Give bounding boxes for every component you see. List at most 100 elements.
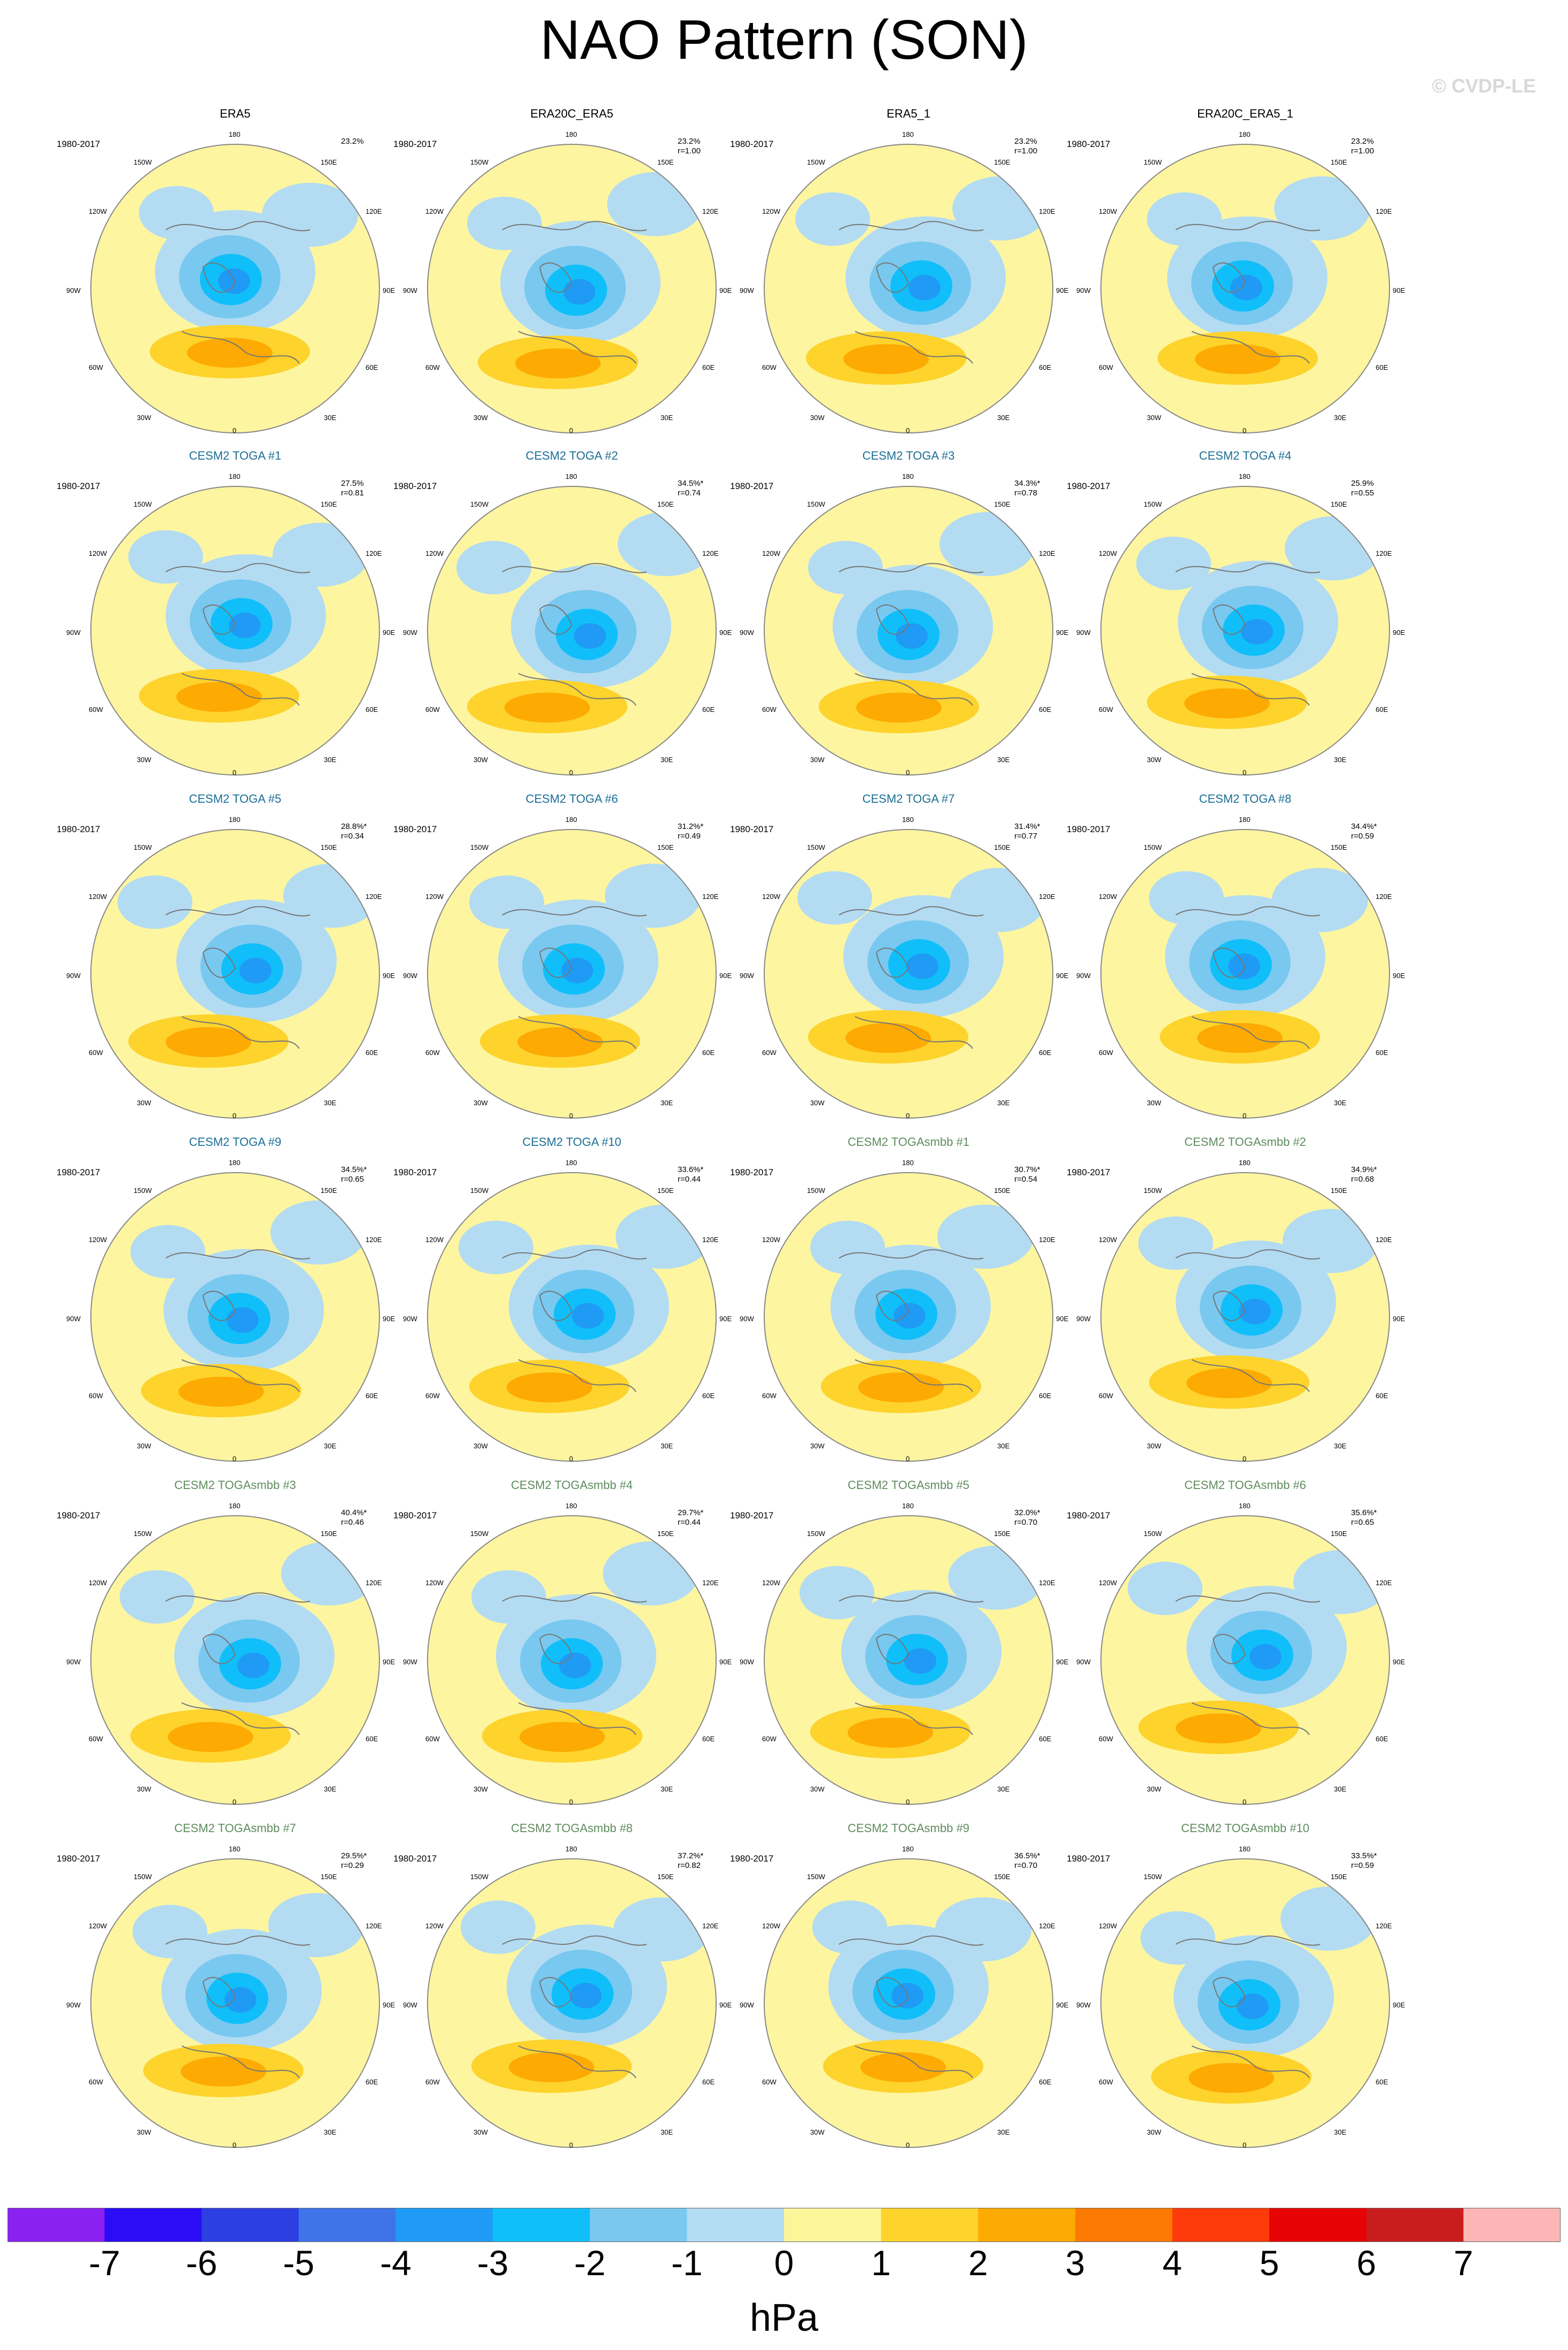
longitude-label: 150E [321, 1186, 337, 1195]
longitude-label: 60E [1376, 2078, 1388, 2086]
variance-explained: 33.5%* [1351, 1851, 1377, 1860]
longitude-label: 90W [1076, 2001, 1091, 2009]
longitude-label: 150E [1331, 1530, 1347, 1538]
map-panel: CESM2 TOGAsmbb #2 1980-2017 34.9%* r=0.68 18… [1053, 1135, 1438, 1467]
variance-explained: 27.5% [341, 479, 364, 488]
longitude-label: 90W [403, 629, 417, 637]
map-panel: CESM2 TOGAsmbb #3 1980-2017 40.4%* r=0.46 18… [43, 1478, 428, 1810]
longitude-label: 90E [719, 629, 732, 637]
longitude-label: 90W [403, 2001, 417, 2009]
longitude-label: 30E [997, 1099, 1010, 1107]
panel-years: 1980-2017 [1067, 139, 1111, 149]
longitude-label: 180 [565, 1845, 577, 1853]
contour-fill [471, 1570, 546, 1624]
contour-fill [1239, 1299, 1271, 1324]
longitude-label: 30W [1147, 1442, 1161, 1450]
coastline [165, 906, 311, 1049]
longitude-label: 90E [719, 1658, 732, 1666]
longitude-label: 30E [324, 1099, 337, 1107]
variance-explained: 30.7%* [1014, 1165, 1041, 1174]
map-border [90, 829, 380, 1119]
longitude-label: 150W [1144, 1186, 1162, 1195]
colorbar-segment [1172, 2208, 1270, 2242]
contour-fill [1283, 1209, 1379, 1273]
longitude-label: 150W [1144, 500, 1162, 508]
panel-years: 1980-2017 [1067, 481, 1111, 491]
longitude-label: 120E [702, 893, 719, 901]
map-panel: CESM2 TOGA #8 1980-2017 34.4%* r=0.59 180 0 90… [1053, 792, 1438, 1123]
contour-fill [1237, 1994, 1269, 2019]
colorbar-tick-label: 1 [871, 2243, 891, 2283]
panel-stats: 35.6%* r=0.65 [1351, 1508, 1377, 1527]
contour-fill [570, 1983, 602, 2008]
contour-fill [909, 275, 941, 300]
contour-fill [120, 1570, 195, 1624]
longitude-label: 90E [383, 286, 395, 294]
panel-stats: 34.4%* r=0.59 [1351, 822, 1377, 841]
longitude-label: 90W [403, 1658, 417, 1666]
longitude-label: 0 [569, 426, 573, 435]
longitude-label: 150W [470, 500, 488, 508]
longitude-label: 60W [1099, 1049, 1113, 1057]
colorbar-segment [104, 2208, 202, 2242]
longitude-label: 60E [1039, 1392, 1052, 1400]
panel-years: 1980-2017 [1067, 824, 1111, 834]
colorbar-tick-label: 4 [1162, 2243, 1182, 2283]
panel-stats: 37.2%* r=0.82 [678, 1851, 703, 1871]
longitude-label: 150E [657, 500, 674, 508]
panel-years: 1980-2017 [1067, 1167, 1111, 1177]
pattern-correlation: r=0.81 [341, 488, 364, 498]
longitude-label: 0 [906, 1455, 910, 1463]
contour-fill [1149, 871, 1224, 925]
longitude-label: 180 [1239, 1159, 1251, 1167]
panel-stats: 30.7%* r=0.54 [1014, 1165, 1040, 1184]
panel-stats: 23.2% r=1.00 [678, 137, 701, 156]
longitude-label: 120W [425, 893, 444, 901]
longitude-label: 120W [1099, 1922, 1117, 1930]
coastline [839, 1249, 984, 1392]
map-panel: CESM2 TOGAsmbb #9 1980-2017 36.5%* r=0.70 18… [716, 1821, 1101, 2153]
colorbar-segment [1269, 2208, 1367, 2242]
pattern-correlation: r=0.34 [341, 832, 364, 841]
longitude-label: 30W [473, 1785, 488, 1793]
colorbar-tick-label: -1 [671, 2243, 703, 2283]
longitude-label: 60E [1376, 1735, 1388, 1743]
contour-fill [843, 344, 929, 374]
panel-title: ERA5_1 [887, 107, 930, 120]
map-panel: ERA5_1 1980-2017 23.2% r=1.00 180 0 90E 90W 150W… [716, 107, 1101, 438]
longitude-label: 60W [1099, 1735, 1113, 1743]
contour-fill [605, 864, 701, 928]
longitude-label: 120W [425, 549, 444, 557]
variance-explained: 31.4%* [1014, 822, 1041, 831]
colorbar-segment [201, 2208, 299, 2242]
panel-years: 1980-2017 [57, 1510, 100, 1521]
longitude-label: 150E [657, 1873, 674, 1881]
contour-fill [1140, 1911, 1215, 1965]
contour-fill [808, 541, 883, 594]
contour-fill [572, 1303, 604, 1329]
contour-fill [845, 1023, 931, 1053]
longitude-label: 120E [1039, 549, 1055, 557]
longitude-label: 120E [1376, 1922, 1392, 1930]
map-border [427, 1858, 717, 2148]
longitude-label: 120E [1039, 1236, 1055, 1244]
longitude-label: 150E [321, 158, 337, 166]
longitude-label: 60E [702, 705, 715, 713]
map-panel: CESM2 TOGAsmbb #8 1980-2017 37.2%* r=0.82 18… [379, 1821, 764, 2153]
longitude-label: 60E [366, 1392, 378, 1400]
coastline [1175, 221, 1321, 364]
longitude-label: 60W [762, 363, 777, 371]
longitude-label: 120E [1039, 1922, 1055, 1930]
contour-fill [1147, 192, 1222, 246]
longitude-label: 0 [232, 1112, 237, 1120]
panel-stats: 34.9%* r=0.68 [1351, 1165, 1377, 1184]
longitude-label: 90W [1076, 1315, 1091, 1323]
contour-fill [118, 875, 192, 929]
panel-stats: 31.2%* r=0.49 [678, 822, 703, 841]
longitude-label: 30E [324, 1785, 337, 1793]
polar-map [1100, 829, 1390, 1119]
panel-title: CESM2 TOGAsmbb #4 [511, 1478, 633, 1492]
map-border [427, 1172, 717, 1462]
map-panel: CESM2 TOGA #6 1980-2017 31.2%* r=0.49 180 0 90… [379, 792, 764, 1123]
panel-stats: 33.5%* r=0.59 [1351, 1851, 1377, 1871]
